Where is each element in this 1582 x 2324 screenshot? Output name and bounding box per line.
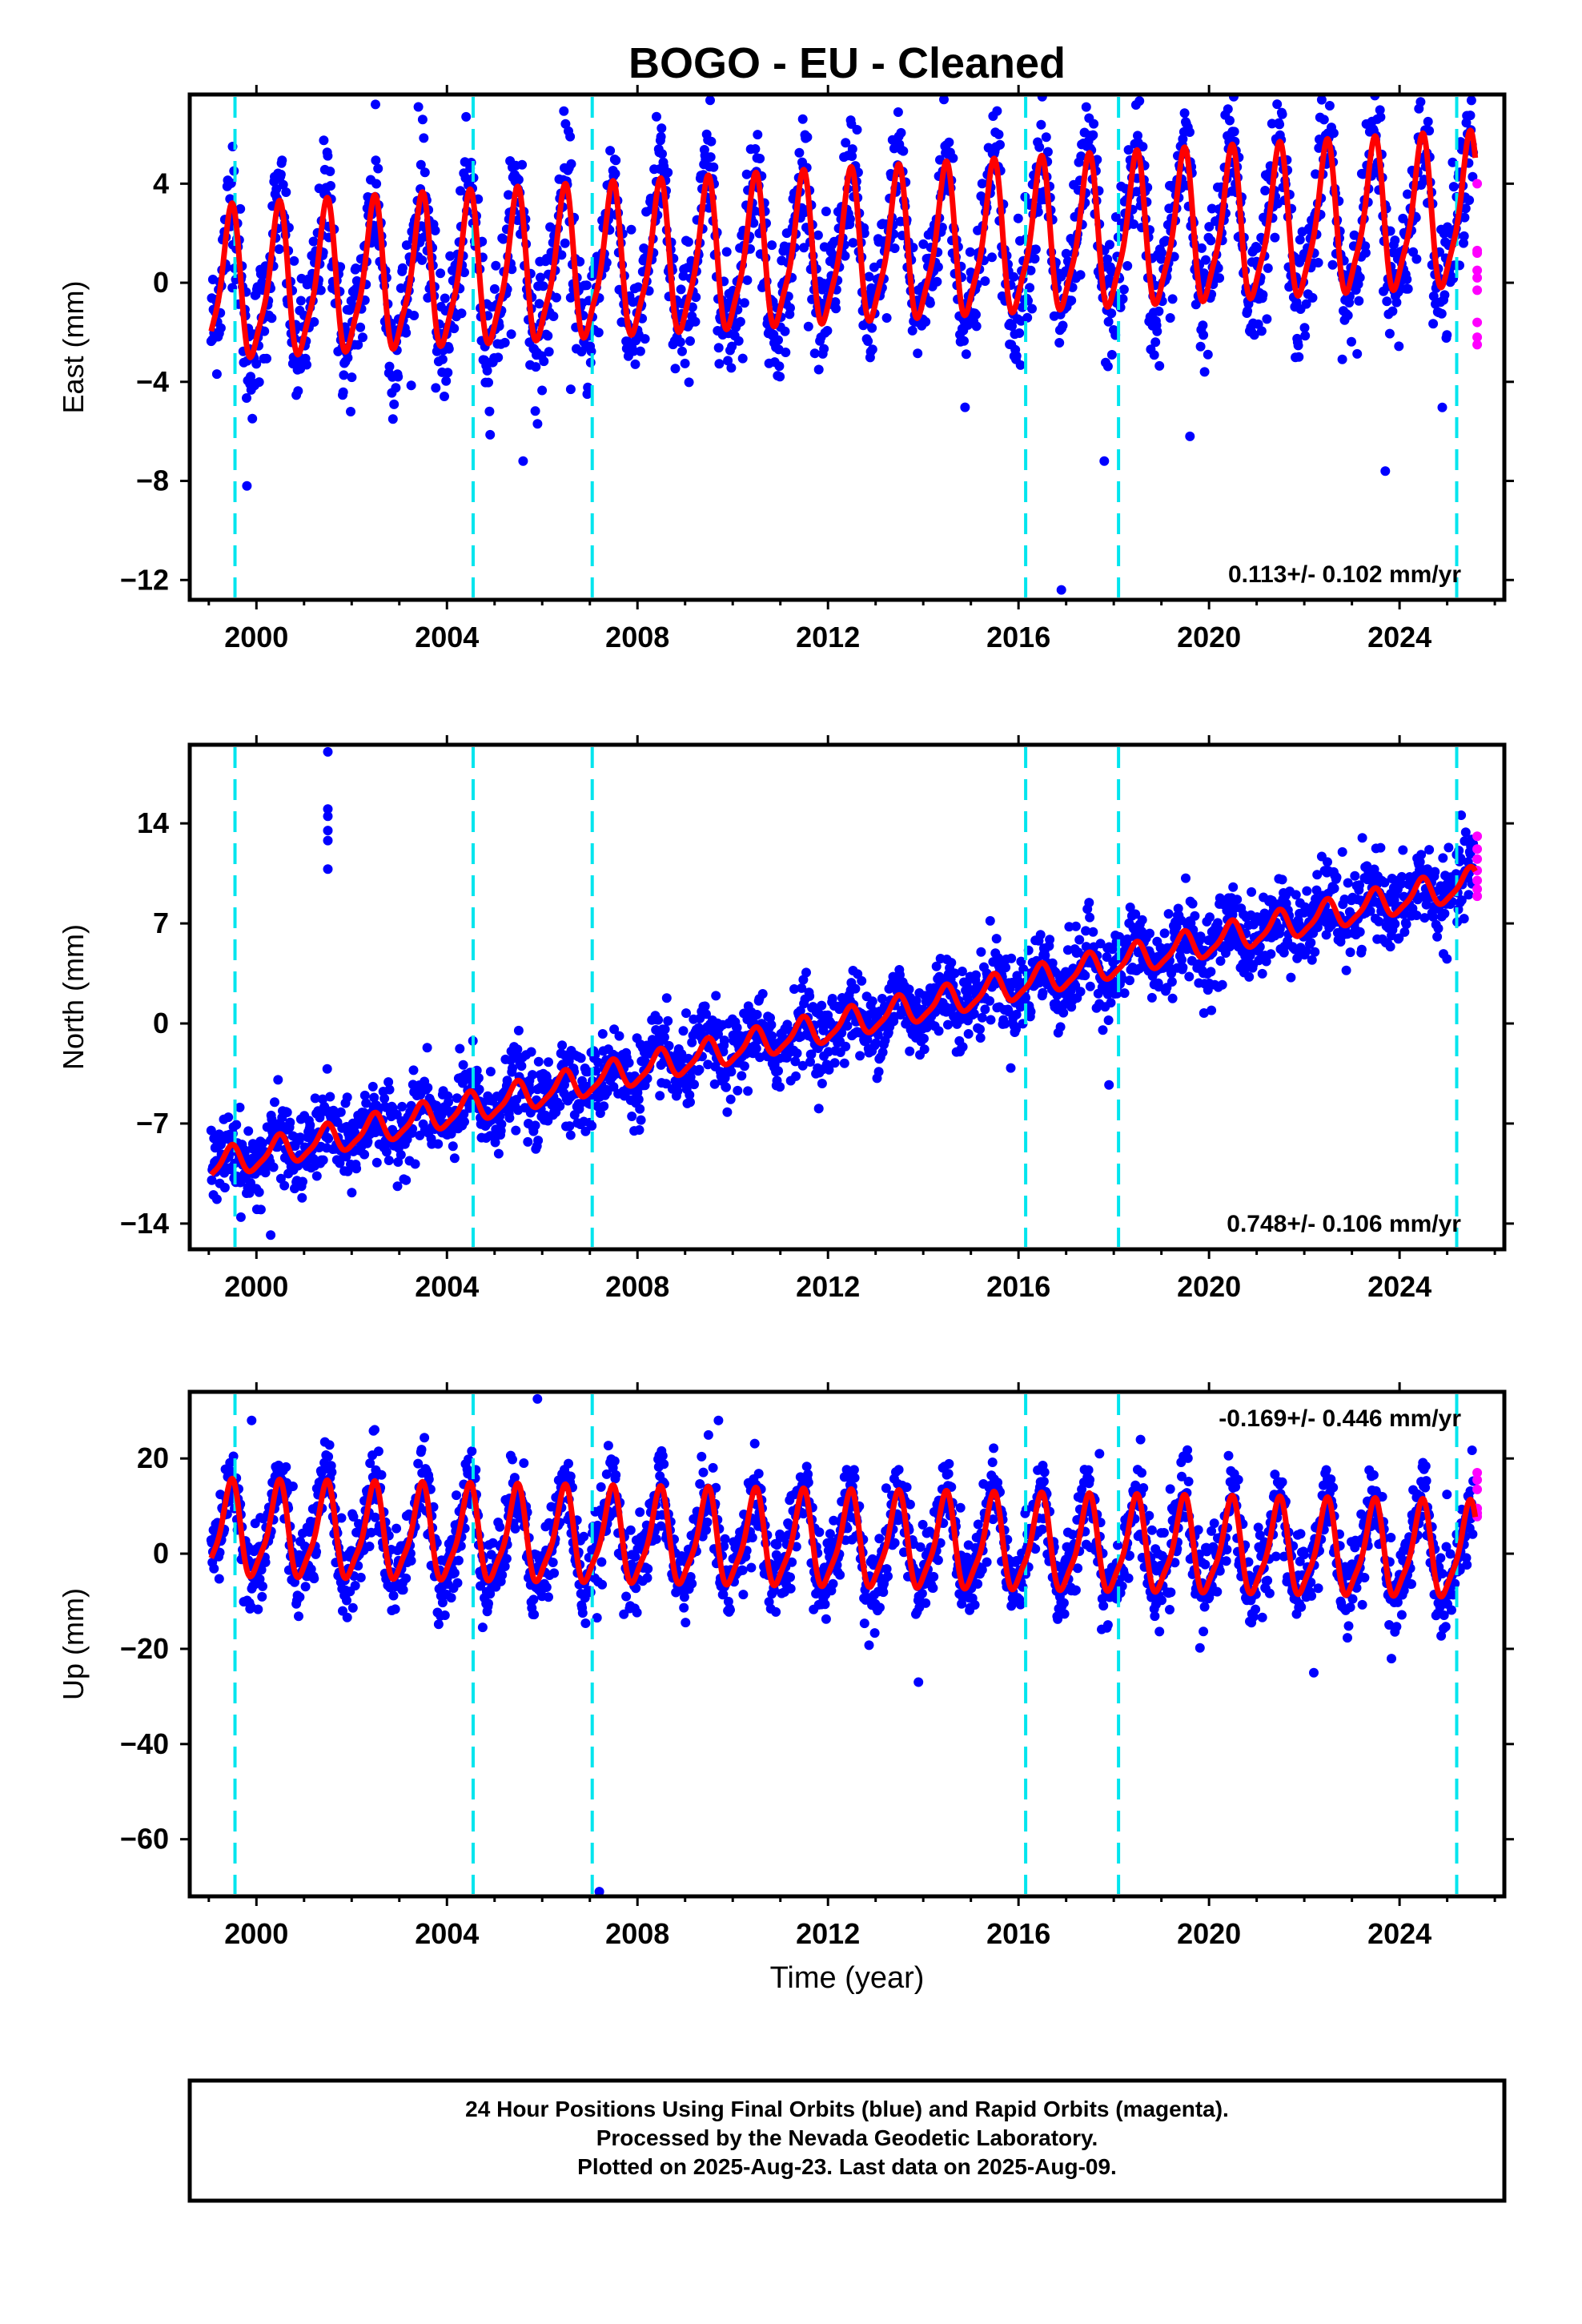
north-y-tick-label-0: 14 [137,806,169,839]
east-final-points-path [206,94,1479,595]
up-y-tick-label-0: 20 [137,1441,169,1474]
up-y-axis-label: Up (mm) [57,1588,90,1700]
up-rapid-point-0 [1472,1468,1483,1478]
footer-line-2: Processed by the Nevada Geodetic Laborat… [596,2125,1098,2150]
east-x-tick-label-2: 2008 [605,621,669,653]
north-x-tick-label-5: 2020 [1177,1270,1241,1303]
north-final-orbit-points [206,746,1479,1240]
east-rapid-point-8 [1472,272,1483,283]
up-x-tick-label-4: 2016 [986,1917,1050,1950]
north-x-tick-label-1: 2004 [415,1270,479,1303]
x-axis-label: Time (year) [770,1961,925,1995]
up-y-tick-label-3: −40 [120,1727,169,1760]
north-plot-frame [187,742,1507,1252]
north-x-tick-label-4: 2016 [986,1270,1050,1303]
up-plot-frame [187,1389,1507,1899]
up-final-points-path [206,1393,1479,1896]
east-x-tick-label-6: 2024 [1367,621,1431,653]
east-model-curve [208,127,1479,360]
up-rate-annotation: -0.169+/- 0.446 mm/yr [1219,1405,1461,1432]
east-rapid-point-5 [1472,332,1483,343]
north-y-tick-label-2: 0 [153,1007,169,1039]
north-rate-annotation: 0.748+/- 0.106 mm/yr [1227,1211,1461,1237]
east-y-tick-label-4: −12 [120,563,169,596]
east-rapid-point-7 [1472,245,1483,255]
east-rate-annotation: 0.113+/- 0.102 mm/yr [1228,561,1461,588]
north-rapid-point-4 [1472,875,1483,886]
north-rapid-point-5 [1472,884,1483,895]
up-x-tick-label-6: 2024 [1367,1917,1431,1950]
east-final-orbit-points [206,94,1479,595]
north-y-tick-label-3: −7 [136,1107,169,1140]
east-rapid-point-4 [1472,317,1483,328]
east-x-tick-label-1: 2004 [415,621,479,653]
up-y-tick-label-2: −20 [120,1632,169,1665]
east-x-tick-label-3: 2012 [796,621,860,653]
north-x-tick-label-0: 2000 [224,1270,288,1303]
north-rapid-point-1 [1472,844,1483,854]
up-rapid-point-2 [1472,1484,1483,1494]
footer-line-3: Plotted on 2025-Aug-23. Last data on 202… [577,2154,1117,2179]
east-rapid-point-2 [1472,265,1483,275]
east-rapid-point-6 [1472,340,1483,350]
panel-east: 4 0 −4 −8 −12 2000 2004 2008 2012 2016 2020 2024 Eas… [57,85,1514,653]
panel-up: 20 0 −20 −40 −60 2000 2004 2008 2012 2016 2020 2024… [57,1382,1514,1950]
east-plot-frame [187,92,1507,602]
east-rapid-point-0 [1472,179,1483,189]
up-x-tick-label-3: 2012 [796,1917,860,1950]
east-rapid-point-3 [1472,285,1483,296]
up-rapid-point-1 [1472,1474,1483,1485]
north-rapid-point-2 [1472,854,1483,864]
up-model-curve [208,1475,1479,1600]
north-x-tick-label-2: 2008 [605,1270,669,1303]
up-x-tick-label-0: 2000 [224,1917,288,1950]
east-x-tick-label-4: 2016 [986,621,1050,653]
east-x-tick-label-5: 2020 [1177,621,1241,653]
east-y-tick-label-0: 4 [153,167,169,199]
up-y-tick-label-1: 0 [153,1537,169,1570]
up-x-tick-label-1: 2004 [415,1917,479,1950]
north-final-points-path [206,746,1479,1240]
north-model-curve [209,863,1478,1177]
north-rapid-point-0 [1472,831,1483,842]
footer-line-1: 24 Hour Positions Using Final Orbits (bl… [465,2097,1229,2121]
east-y-tick-label-1: 0 [153,266,169,299]
north-y-tick-label-1: 7 [153,907,169,939]
panel-north: 14 7 0 −7 −14 2000 2004 2008 2012 2016 2020 2024 Nor… [57,735,1514,1303]
up-x-tick-label-5: 2020 [1177,1917,1241,1950]
east-y-tick-label-3: −8 [136,464,169,497]
north-y-axis-label: North (mm) [57,924,90,1070]
up-y-tick-label-4: −60 [120,1823,169,1856]
north-y-tick-label-4: −14 [120,1207,169,1240]
north-x-tick-label-3: 2012 [796,1270,860,1303]
up-final-orbit-points [206,1393,1479,1896]
east-x-tick-label-0: 2000 [224,621,288,653]
east-y-tick-label-2: −4 [136,365,169,398]
north-x-tick-label-6: 2024 [1367,1270,1431,1303]
up-x-tick-label-2: 2008 [605,1917,669,1950]
footer-box [187,2078,1507,2203]
north-rapid-point-6 [1472,891,1483,902]
chart-title: BOGO - EU - Cleaned [628,39,1066,87]
east-y-axis-label: East (mm) [57,281,90,414]
